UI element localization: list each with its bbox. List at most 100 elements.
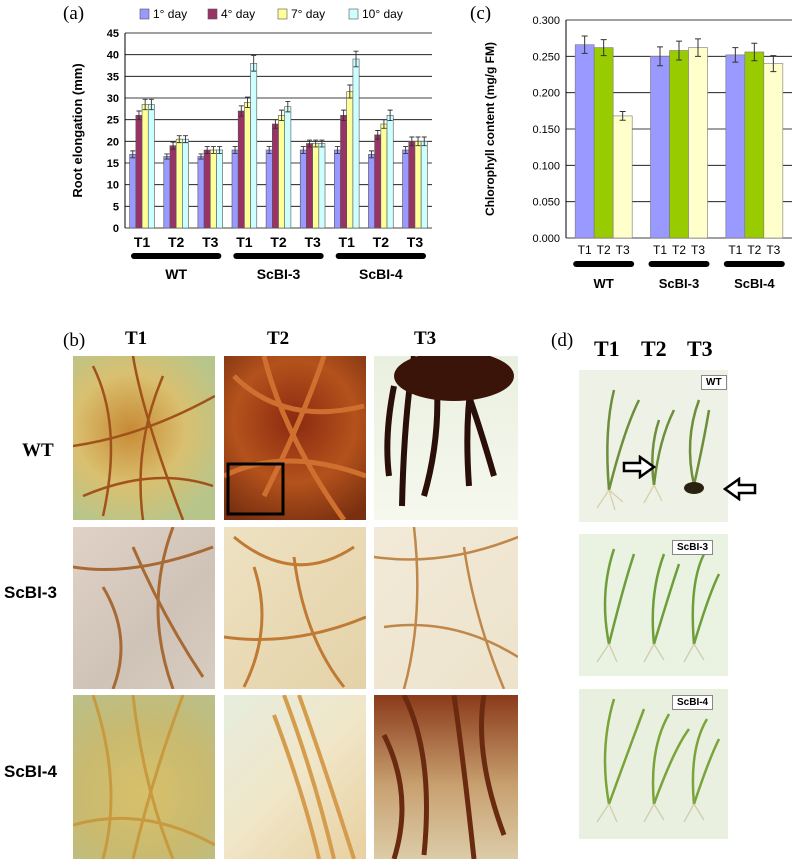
x-tick-label: T3 <box>202 234 219 250</box>
bar <box>374 134 382 229</box>
bar <box>763 63 784 239</box>
seedling-tag-wt: WT <box>701 375 727 390</box>
y-tick-label: 40 <box>107 50 119 62</box>
seedling-column-T3: T3 <box>687 336 713 361</box>
seedling-column-T1: T1 <box>594 336 620 361</box>
group-label: WT <box>165 266 187 282</box>
error-bar <box>600 39 607 57</box>
seedling-tag-scbi4: ScBI-4 <box>672 695 714 710</box>
bar <box>284 106 292 229</box>
error-bar <box>695 38 701 57</box>
bar <box>250 63 258 229</box>
y-tick-label: 0.150 <box>532 124 560 136</box>
bar <box>340 115 348 229</box>
y-tick-label: 20 <box>107 136 119 148</box>
group-label: ScBI-3 <box>659 276 699 291</box>
column-label-T3: T3 <box>414 328 437 349</box>
root-photo-wt-t2 <box>224 356 366 520</box>
row-label-WT: WT <box>22 440 54 461</box>
y-tick-label: 15 <box>107 158 119 170</box>
legend-swatch <box>348 8 359 20</box>
error-bar <box>732 47 739 63</box>
bar <box>725 54 746 239</box>
bar <box>368 154 375 229</box>
error-bar <box>347 84 353 99</box>
error-bar <box>148 98 154 111</box>
bar <box>147 104 155 229</box>
y-tick-label: 0.250 <box>532 51 560 63</box>
y-tick-label: 0.200 <box>532 88 560 100</box>
group-bracket <box>233 253 324 259</box>
y-tick-label: 25 <box>107 115 119 127</box>
error-bar <box>334 146 340 154</box>
root-photo-scbi4-t2 <box>224 695 366 859</box>
x-tick-label: T2 <box>597 243 611 257</box>
x-tick-label: T1 <box>653 243 667 257</box>
y-tick-label: 30 <box>107 93 119 105</box>
x-tick-label: T1 <box>339 234 356 250</box>
row-label-ScBI-4: ScBI-4 <box>4 762 57 781</box>
error-bar <box>217 146 223 154</box>
x-tick-label: T2 <box>270 234 287 250</box>
error-bar <box>581 35 588 54</box>
panel-c-label: (c) <box>470 3 492 24</box>
error-bar <box>421 136 427 147</box>
seedling-photo-scbi4: ScBI-4 <box>579 689 728 839</box>
legend-swatch <box>139 8 150 20</box>
column-label-T1: T1 <box>125 328 148 349</box>
bar <box>244 102 251 229</box>
x-tick-label: T2 <box>373 234 390 250</box>
y-tick-label: 0.000 <box>532 233 560 245</box>
x-tick-label: T3 <box>407 234 424 250</box>
bar <box>334 149 341 229</box>
y-tick-label: 0.100 <box>532 160 560 172</box>
root-photo-wt-t1 <box>73 356 215 520</box>
bar <box>278 115 285 229</box>
legend-label: 1° day <box>153 7 187 21</box>
error-bar <box>238 105 244 117</box>
group-bracket <box>648 261 710 267</box>
x-tick-label: T2 <box>672 243 686 257</box>
error-bar <box>266 146 272 154</box>
x-tick-label: T1 <box>236 234 253 250</box>
bar <box>312 143 320 229</box>
error-bar <box>279 109 285 121</box>
bar <box>141 104 149 229</box>
y-tick-label: 10 <box>107 180 119 192</box>
error-bar <box>251 55 257 72</box>
x-tick-label: T2 <box>168 234 185 250</box>
y-tick-label: 0 <box>113 223 119 235</box>
bar <box>135 115 143 229</box>
panel-b-label: (b) <box>63 330 86 351</box>
bar <box>306 143 313 229</box>
y-tick-label: 45 <box>107 28 119 40</box>
bar <box>299 149 307 229</box>
seedling-photo-scbi3: ScBI-3 <box>579 534 728 676</box>
bar <box>744 51 765 239</box>
x-tick-label: T3 <box>691 243 705 257</box>
x-tick-label: T3 <box>304 234 321 250</box>
group-bracket <box>723 261 785 267</box>
error-bar <box>657 46 663 67</box>
bar <box>209 149 217 229</box>
error-bar <box>170 141 176 150</box>
error-bar <box>375 130 381 140</box>
group-label: ScBI-3 <box>257 266 301 282</box>
error-bar <box>770 55 777 73</box>
bar <box>386 115 394 229</box>
x-tick-label: T1 <box>728 243 742 257</box>
bar <box>163 156 171 229</box>
bar <box>414 141 422 229</box>
error-bar <box>182 135 188 144</box>
bar <box>612 115 633 239</box>
bar <box>650 56 670 239</box>
group-bracket <box>131 253 222 259</box>
error-bar <box>319 139 325 148</box>
error-bar <box>142 98 148 111</box>
error-bar <box>232 146 238 154</box>
group-label: WT <box>594 276 614 291</box>
error-bar <box>381 119 387 129</box>
y-tick-label: 0.300 <box>532 15 560 27</box>
legend-label: 7° day <box>291 7 325 21</box>
bar <box>216 149 223 229</box>
